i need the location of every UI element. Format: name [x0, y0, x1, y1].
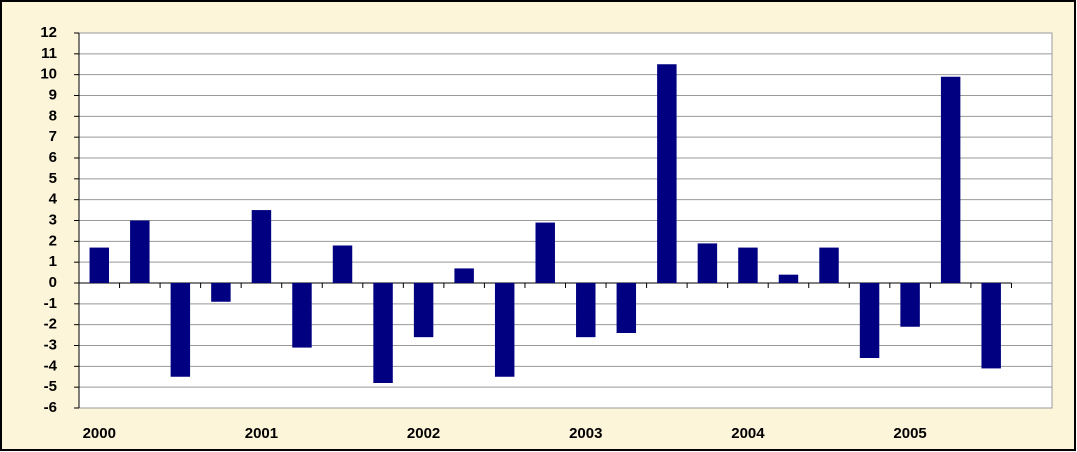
x-tick-label: 2002 — [407, 425, 440, 442]
bar — [981, 283, 1001, 369]
y-tick-label: 5 — [49, 170, 57, 187]
bar — [89, 247, 110, 283]
bar — [292, 283, 312, 348]
y-tick-label: -6 — [44, 399, 57, 416]
bar — [332, 245, 353, 283]
bar — [494, 283, 515, 377]
y-tick-label: 11 — [41, 45, 57, 62]
bar — [211, 283, 231, 302]
bar — [940, 76, 961, 283]
x-tick-label: 2001 — [245, 425, 278, 442]
x-tick-label: 2005 — [893, 425, 926, 442]
y-tick-label: 6 — [49, 149, 57, 166]
bar — [413, 283, 434, 338]
bar — [900, 283, 920, 327]
bar — [859, 283, 880, 358]
bar — [251, 210, 272, 283]
y-tick-label: 0 — [49, 274, 57, 291]
y-tick-label: 3 — [49, 211, 57, 228]
bar — [130, 220, 150, 283]
bar — [373, 283, 393, 383]
bar — [170, 283, 191, 377]
bar — [535, 222, 555, 283]
y-tick-label: 7 — [49, 128, 57, 145]
y-tick-label: 2 — [49, 232, 57, 249]
bar — [697, 243, 718, 283]
y-tick-label: 4 — [49, 191, 58, 208]
x-tick-label: 2004 — [731, 425, 765, 442]
bar — [616, 283, 637, 333]
y-tick-label: 9 — [49, 86, 57, 103]
y-tick-label: 12 — [40, 24, 57, 41]
x-tick-label: 2003 — [569, 425, 602, 442]
y-tick-label: -1 — [44, 295, 57, 312]
x-tick-label: 2000 — [83, 425, 116, 442]
bar — [819, 247, 839, 283]
y-tick-label: 10 — [40, 66, 57, 83]
y-tick-label: -3 — [44, 336, 57, 353]
y-tick-label: 1 — [49, 253, 57, 270]
bar — [657, 64, 677, 283]
bar — [576, 283, 596, 338]
bar — [738, 247, 758, 283]
y-tick-label: -5 — [44, 378, 57, 395]
bar — [778, 274, 799, 283]
y-tick-label: -2 — [44, 316, 57, 333]
y-tick-label: -4 — [44, 357, 58, 374]
bar — [454, 268, 474, 283]
y-tick-label: 8 — [49, 107, 57, 124]
